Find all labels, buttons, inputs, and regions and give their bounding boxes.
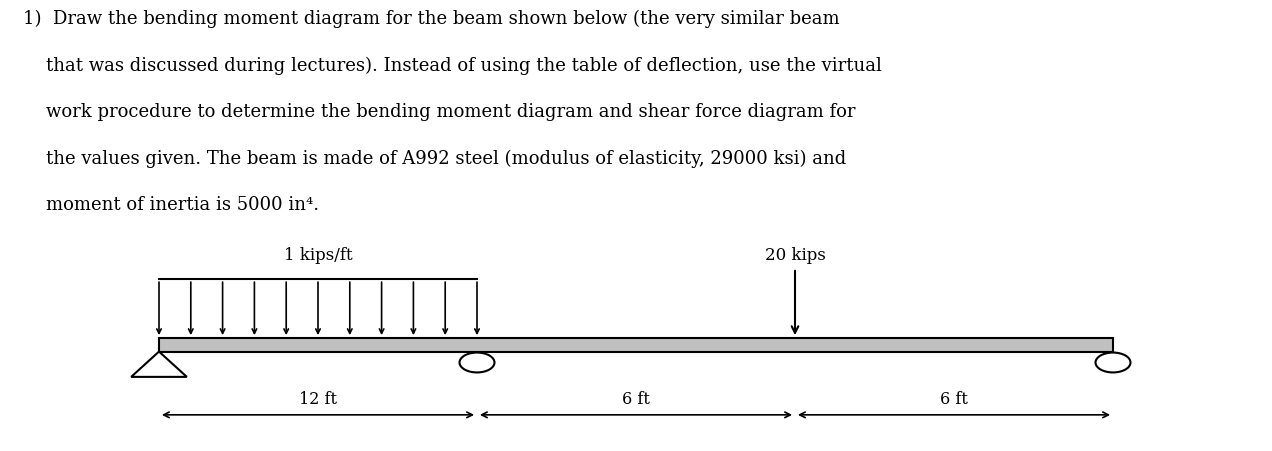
- Text: 1 kips/ft: 1 kips/ft: [284, 247, 352, 264]
- Text: that was discussed during lectures). Instead of using the table of deflection, u: that was discussed during lectures). Ins…: [23, 56, 881, 74]
- Polygon shape: [131, 352, 187, 377]
- Text: the values given. The beam is made of A992 steel (modulus of elasticity, 29000 k: the values given. The beam is made of A9…: [23, 149, 846, 168]
- Text: 6 ft: 6 ft: [940, 390, 968, 407]
- Text: 1)  Draw the bending moment diagram for the beam shown below (the very similar b: 1) Draw the bending moment diagram for t…: [23, 9, 840, 28]
- Text: moment of inertia is 5000 in⁴.: moment of inertia is 5000 in⁴.: [23, 196, 319, 214]
- Text: 6 ft: 6 ft: [622, 390, 650, 407]
- Text: 20 kips: 20 kips: [764, 247, 826, 264]
- Bar: [159, 338, 1113, 352]
- Text: 12 ft: 12 ft: [299, 390, 337, 407]
- Circle shape: [1095, 353, 1131, 373]
- Text: work procedure to determine the bending moment diagram and shear force diagram f: work procedure to determine the bending …: [23, 103, 855, 121]
- Circle shape: [459, 353, 495, 373]
